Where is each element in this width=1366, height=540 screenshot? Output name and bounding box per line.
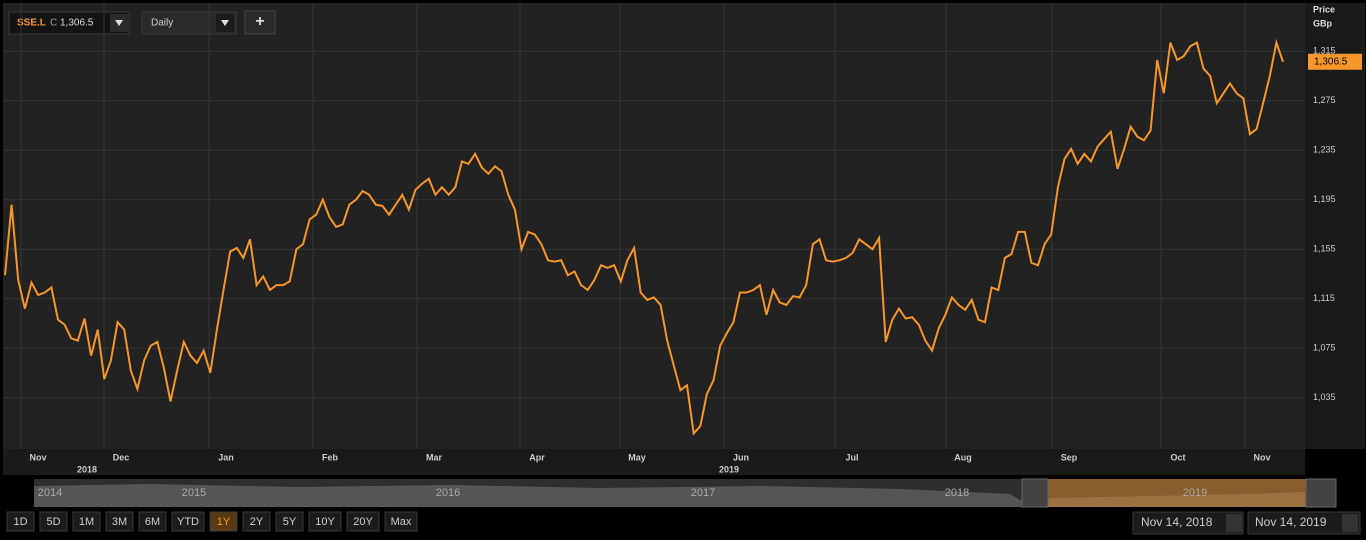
last-price-tag (1308, 53, 1362, 70)
close-prefix: C (50, 18, 57, 29)
range-button[interactable] (346, 511, 380, 532)
x-tick-label: Aug (954, 452, 972, 462)
symbol-box[interactable] (8, 11, 130, 35)
x-year-label: 2019 (719, 464, 739, 474)
navigator-handle-right[interactable] (1305, 478, 1337, 508)
range-button-label: YTD (177, 516, 199, 528)
navigator-year: 2019 (1183, 487, 1207, 499)
range-button[interactable] (105, 511, 134, 532)
x-tick-label: May (628, 452, 646, 462)
navigator-year: 2017 (691, 487, 715, 499)
range-button[interactable] (275, 511, 304, 532)
range-button[interactable] (6, 511, 35, 532)
x-tick-label: Mar (426, 452, 443, 462)
range-button-label: 2Y (250, 516, 264, 528)
start-date-calendar[interactable] (1226, 514, 1242, 532)
y-tick-label: 1,075 (1313, 343, 1336, 353)
price-line (4, 38, 1284, 436)
start-date: Nov 14, 2018 (1141, 515, 1213, 529)
x-tick-label: Jun (733, 452, 749, 462)
range-button-label: 5D (46, 516, 60, 528)
navigator-handle-left[interactable] (1021, 478, 1049, 508)
range-button[interactable] (384, 511, 418, 532)
range-button-label: 1M (79, 516, 94, 528)
x-tick-label: Jul (845, 452, 858, 462)
y-axis-area (1305, 3, 1365, 449)
last-price-label: 1,306.5 (1314, 56, 1348, 67)
range-button[interactable] (171, 511, 205, 532)
y-tick-label: 1,275 (1313, 95, 1336, 105)
range-button-label: Max (391, 516, 412, 528)
x-tick-label: Feb (322, 452, 339, 462)
x-axis-area (3, 449, 1305, 475)
range-button[interactable] (209, 511, 238, 532)
navigator-year: 2018 (945, 487, 969, 499)
y-tick-label: 1,115 (1313, 293, 1335, 303)
close-value: 1,306.5 (60, 18, 94, 29)
add-button-label: + (255, 13, 264, 30)
interval-arrow (221, 20, 229, 26)
range-button-label: 3M (112, 516, 127, 528)
range-button-label: 20Y (353, 516, 373, 528)
navigator-selection[interactable] (1048, 479, 1306, 507)
navigator-area (34, 484, 1305, 507)
dropdown-arrow (115, 20, 123, 26)
y-tick-label: 1,235 (1313, 145, 1336, 155)
range-button-label: 1D (13, 516, 27, 528)
x-tick-label: Nov (1253, 452, 1270, 462)
y-tick-label: 1,155 (1313, 244, 1336, 254)
range-button[interactable] (308, 511, 342, 532)
x-tick-label: Apr (529, 452, 545, 462)
range-button-label: 10Y (315, 516, 335, 528)
range-button-label: 1Y (217, 516, 231, 528)
y-tick-label: 1,195 (1313, 194, 1336, 204)
x-tick-label: Dec (113, 452, 130, 462)
x-tick-label: Jan (218, 452, 234, 462)
end-date-calendar[interactable] (1342, 514, 1358, 532)
x-tick-label: Oct (1170, 452, 1185, 462)
x-year-label: 2018 (77, 464, 97, 474)
range-button-label: 6M (145, 516, 160, 528)
plot-area (3, 3, 1305, 449)
x-tick-label: Sep (1061, 452, 1078, 462)
range-button-label: 5Y (283, 516, 297, 528)
y-tick-label: 1,035 (1313, 392, 1336, 402)
interval: Daily (151, 18, 173, 29)
end-date: Nov 14, 2019 (1255, 515, 1327, 529)
start-date-box[interactable] (1132, 511, 1244, 535)
interval-box[interactable] (141, 11, 237, 35)
range-button[interactable] (242, 511, 271, 532)
y-tick-label: 1,315 (1313, 46, 1336, 56)
range-button[interactable] (138, 511, 167, 532)
end-date-box[interactable] (1247, 511, 1361, 535)
navigator-year: 2015 (182, 487, 206, 499)
symbol: SSE.L (17, 18, 46, 29)
navigator-year: 2016 (436, 487, 460, 499)
range-button[interactable] (39, 511, 68, 532)
navigator-year: 2014 (38, 487, 62, 499)
y-axis-label: Price (1313, 4, 1335, 14)
x-tick-label: Nov (29, 452, 46, 462)
range-button[interactable] (72, 511, 101, 532)
y-axis-unit: GBp (1313, 18, 1333, 28)
add-button[interactable] (244, 10, 276, 35)
